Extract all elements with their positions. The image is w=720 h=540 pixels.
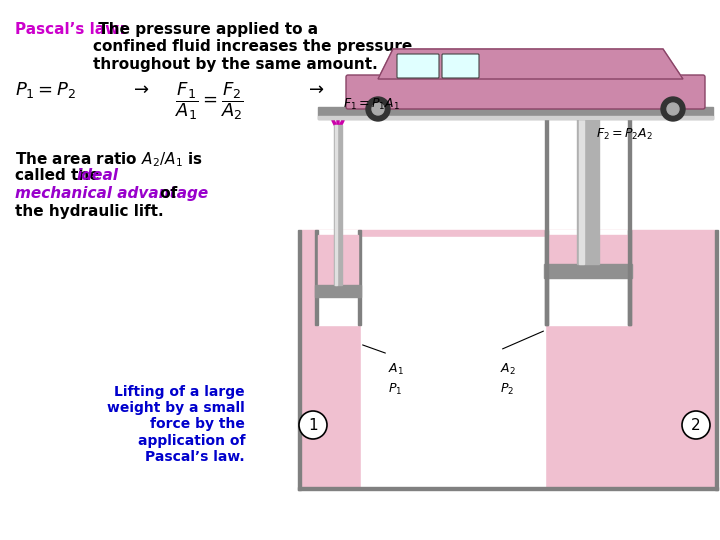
Text: $P_1 = P_2$: $P_1 = P_2$ xyxy=(15,80,76,100)
Circle shape xyxy=(299,411,327,439)
Bar xyxy=(315,230,318,325)
Text: $F_1 = P_1A_1$: $F_1 = P_1A_1$ xyxy=(343,97,400,112)
Bar xyxy=(628,230,631,325)
Bar xyxy=(548,230,628,325)
Text: called the: called the xyxy=(15,168,105,183)
Text: $\dfrac{F_2}{F_1} = \dfrac{A_2}{A_1}$: $\dfrac{F_2}{F_1} = \dfrac{A_2}{A_1}$ xyxy=(355,80,421,122)
Text: $\rightarrow$: $\rightarrow$ xyxy=(305,80,325,98)
Bar xyxy=(318,235,358,285)
Bar xyxy=(544,264,632,278)
Bar xyxy=(298,487,718,490)
Bar xyxy=(628,119,631,325)
Bar xyxy=(301,230,715,487)
Bar xyxy=(334,125,342,285)
FancyBboxPatch shape xyxy=(397,54,439,78)
Bar xyxy=(318,107,713,119)
Text: $\rightarrow$: $\rightarrow$ xyxy=(130,80,150,98)
Text: The area ratio $\mathit{A}_2/\mathit{A}_1$ is: The area ratio $\mathit{A}_2/\mathit{A}_… xyxy=(15,150,203,168)
FancyBboxPatch shape xyxy=(442,54,479,78)
Bar xyxy=(358,230,361,325)
Bar xyxy=(335,125,337,285)
Text: The pressure applied to a
confined fluid increases the pressure
throughout by th: The pressure applied to a confined fluid… xyxy=(93,22,413,72)
Circle shape xyxy=(366,97,390,121)
Text: Lifting of a large
weight by a small
force by the
application of
Pascal’s law.: Lifting of a large weight by a small for… xyxy=(107,385,245,464)
Text: 2: 2 xyxy=(691,417,701,433)
Text: $F_2 = P_2A_2$: $F_2 = P_2A_2$ xyxy=(596,126,653,141)
Bar xyxy=(579,119,584,264)
Circle shape xyxy=(682,411,710,439)
Text: the hydraulic lift.: the hydraulic lift. xyxy=(15,204,163,219)
Bar xyxy=(545,119,548,325)
FancyBboxPatch shape xyxy=(346,75,705,109)
Bar xyxy=(318,230,358,325)
Bar xyxy=(361,237,545,487)
Text: $A_2$
$P_2$: $A_2$ $P_2$ xyxy=(500,362,516,396)
Text: $A_1$
$P_1$: $A_1$ $P_1$ xyxy=(388,362,404,396)
Text: ideal: ideal xyxy=(77,168,119,183)
Circle shape xyxy=(372,103,384,115)
Text: of: of xyxy=(155,186,177,201)
Text: Pascal’s law:: Pascal’s law: xyxy=(15,22,125,37)
Bar xyxy=(545,230,548,325)
Bar xyxy=(315,285,361,297)
Bar xyxy=(318,116,713,119)
Text: $\dfrac{F_1}{A_1} = \dfrac{F_2}{A_2}$: $\dfrac{F_1}{A_1} = \dfrac{F_2}{A_2}$ xyxy=(175,80,244,122)
Text: mechanical advantage: mechanical advantage xyxy=(15,186,208,201)
Bar xyxy=(298,230,301,490)
Bar xyxy=(577,119,599,264)
Text: 1: 1 xyxy=(308,417,318,433)
Bar xyxy=(548,235,628,264)
Bar xyxy=(715,230,718,490)
Polygon shape xyxy=(378,49,683,79)
Circle shape xyxy=(661,97,685,121)
Circle shape xyxy=(667,103,679,115)
